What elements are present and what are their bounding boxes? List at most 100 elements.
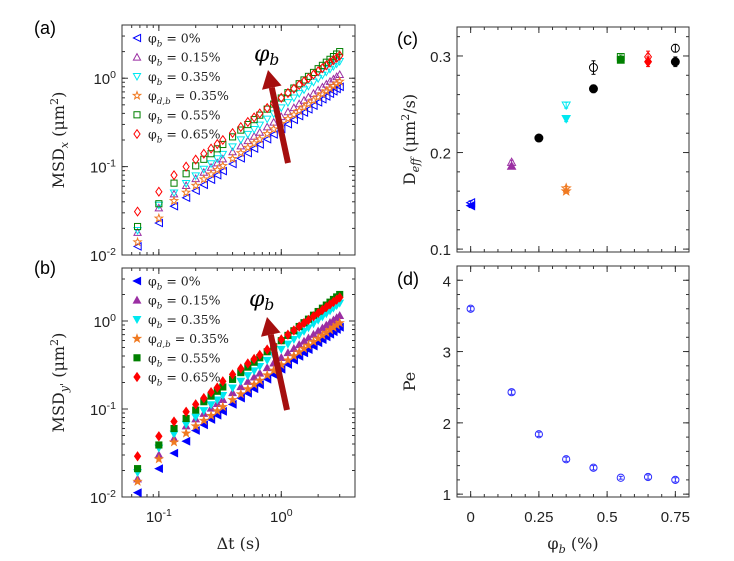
data-point: [229, 133, 237, 141]
y-tick-label: 0.3: [430, 49, 451, 66]
legend-marker: [132, 33, 142, 43]
legend-marker: [132, 295, 142, 304]
x-tick-label: 0.75: [661, 509, 690, 526]
legend-marker: [132, 316, 142, 325]
data-point: [249, 125, 259, 134]
data-point: [324, 82, 336, 93]
data-point: [236, 153, 245, 163]
data-point: [244, 358, 252, 369]
series-9: [560, 185, 572, 196]
data-point: [282, 354, 294, 365]
data-point: [180, 187, 192, 197]
panel-d: 0 0.25 0.5 0.75 1 2 3 4 φb (%) Pe: [400, 265, 690, 556]
data-point: [249, 367, 259, 376]
arrow-head: [261, 317, 281, 337]
series-13: [644, 56, 653, 68]
data-point: [207, 150, 215, 158]
legend-label: φb = 0.35%: [148, 69, 221, 88]
data-point: [268, 130, 278, 139]
y-tick-label: 0.2: [430, 146, 451, 163]
series-6: [561, 101, 572, 111]
data-point: [190, 420, 201, 431]
data-point: [199, 407, 209, 416]
data-point: [213, 138, 221, 150]
data-point: [168, 195, 180, 206]
data-point: [262, 128, 273, 139]
series-4: [534, 56, 680, 143]
data-point: [332, 60, 342, 69]
data-point: [670, 43, 680, 53]
x-tick-label: 100​: [270, 507, 293, 526]
legend-marker: [132, 52, 142, 61]
legend-label: φb = 0.65%: [148, 127, 221, 146]
data-point: [170, 169, 178, 181]
data-point: [262, 356, 272, 365]
y-tick-label: 3: [443, 345, 451, 362]
data-point: [205, 168, 217, 179]
data-point: [303, 104, 313, 114]
data-point: [309, 68, 318, 76]
data-point: [263, 344, 271, 355]
data-point: [228, 369, 237, 380]
data-point: [198, 415, 210, 425]
panel-label-a: (a): [34, 18, 56, 38]
data-point: [332, 52, 341, 64]
data-point: [155, 200, 163, 208]
data-point: [256, 108, 264, 119]
data-point: [154, 218, 163, 228]
data-point: [250, 112, 258, 123]
data-point: [334, 82, 344, 92]
data-point: [219, 134, 227, 146]
y-tick-label: 100​: [93, 69, 116, 88]
data-point: [153, 212, 165, 223]
plot-frame: [456, 26, 690, 253]
data-point: [235, 147, 246, 158]
series-0: [132, 82, 344, 251]
data-point: [276, 345, 286, 354]
legend-label: φb = 0.15%: [148, 293, 221, 312]
data-point: [155, 431, 163, 442]
y-tick-label: 0.1: [430, 242, 451, 259]
data-point: [250, 116, 258, 124]
y-tick-label: 4: [443, 273, 451, 290]
data-point: [213, 382, 221, 393]
x-axis-label: φb (%): [547, 534, 598, 556]
data-point: [236, 136, 246, 145]
data-point: [169, 201, 179, 211]
data-point: [181, 180, 191, 189]
data-point: [616, 473, 625, 482]
data-point: [276, 104, 286, 113]
data-point: [154, 203, 164, 212]
data-point: [154, 201, 164, 210]
data-point: [334, 75, 345, 86]
data-point: [321, 85, 332, 96]
panel-c: 0.1 0.2 0.3 Deff (μm2/s): [399, 26, 690, 259]
data-point: [466, 304, 475, 313]
data-point: [192, 162, 200, 170]
data-point: [227, 394, 238, 405]
data-point: [192, 154, 200, 165]
data-point: [671, 475, 680, 484]
data-point: [283, 119, 293, 129]
series-5: [588, 43, 680, 75]
data-point: [155, 441, 163, 449]
data-point: [243, 148, 252, 158]
data-point: [227, 159, 237, 169]
data-point: [284, 87, 292, 99]
data-point: [132, 242, 142, 251]
data-point: [255, 362, 265, 372]
data-point: [336, 292, 344, 303]
data-point: [228, 127, 237, 139]
data-point: [561, 101, 572, 111]
y-tick-label: 10-2​: [90, 488, 116, 507]
data-point: [190, 180, 201, 190]
data-point: [132, 476, 143, 486]
panel-b: 10-1​ 100​ 10-2​ 10-1​ 100​ Δt (s) MSDy' (μm2)…: [48, 267, 356, 553]
panel-label-d: (d): [397, 269, 419, 289]
data-point: [243, 130, 253, 139]
data-point: [218, 391, 228, 400]
arrow-label: φb​: [254, 42, 279, 69]
legend-marker: [131, 333, 143, 343]
